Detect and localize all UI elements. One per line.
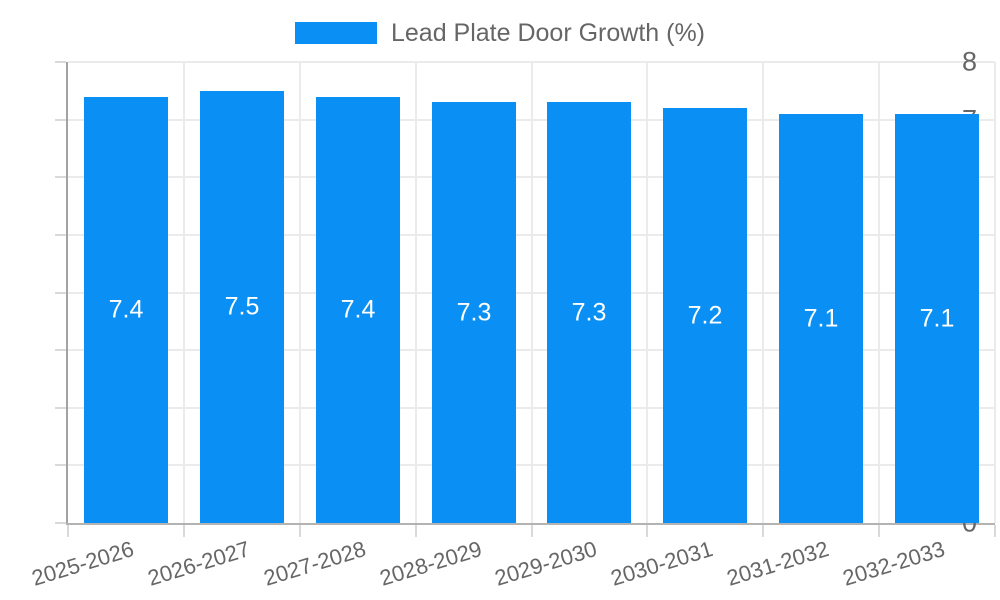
x-tick (414, 525, 417, 537)
y-tick (55, 464, 66, 467)
y-axis-line (66, 62, 68, 523)
x-tick (182, 525, 185, 537)
v-gridline (646, 62, 649, 523)
legend[interactable]: Lead Plate Door Growth (%) (0, 16, 1000, 50)
plot-area: 0123456787.42025-20267.52026-20277.42027… (29, 48, 996, 591)
bar[interactable]: 7.3 (547, 102, 631, 523)
bar-value-label: 7.4 (340, 295, 376, 324)
x-tick (646, 525, 649, 537)
bar-value-label: 7.1 (803, 304, 839, 332)
x-tick (67, 525, 69, 537)
v-gridline (878, 62, 881, 523)
bar-value-label: 7.1 (919, 304, 955, 332)
bar[interactable]: 7.4 (84, 97, 168, 523)
v-gridline (762, 62, 765, 523)
legend-label: Lead Plate Door Growth (%) (390, 18, 706, 47)
y-tick (55, 176, 66, 179)
legend-swatch (294, 22, 377, 44)
bar-value-label: 7.5 (224, 292, 260, 321)
x-axis-line (66, 523, 995, 525)
x-tick (878, 525, 881, 537)
x-tick-label: 2028-2029 (376, 536, 485, 591)
bar[interactable]: 7.5 (200, 91, 284, 523)
x-tick-label: 2032-2033 (839, 536, 948, 591)
bar-value-label: 7.3 (456, 298, 492, 326)
y-tick (55, 61, 66, 63)
x-tick-label: 2030-2031 (608, 536, 717, 591)
x-tick-label: 2029-2030 (492, 536, 601, 591)
y-tick (55, 118, 66, 121)
y-tick (55, 522, 66, 524)
v-gridline (530, 62, 533, 523)
x-tick-label: 2031-2032 (723, 536, 832, 591)
v-gridline (182, 62, 185, 523)
x-tick-label: 2026-2027 (144, 536, 253, 591)
bar[interactable]: 7.3 (432, 102, 516, 523)
bar[interactable]: 7.1 (895, 114, 979, 523)
v-gridline (414, 62, 417, 523)
bar-value-label: 7.3 (571, 298, 607, 326)
x-tick (298, 525, 301, 537)
bar[interactable]: 7.4 (316, 97, 400, 523)
y-tick (55, 406, 66, 409)
x-tick (762, 525, 765, 537)
y-tick-label: 8 (961, 46, 977, 77)
v-gridline (298, 62, 301, 523)
x-tick-label: 2025-2026 (28, 536, 137, 591)
bar[interactable]: 7.1 (779, 114, 863, 523)
x-tick (530, 525, 533, 537)
bar-value-label: 7.4 (108, 295, 144, 324)
y-tick (55, 349, 66, 352)
v-gridline (994, 62, 996, 523)
y-tick (55, 291, 66, 294)
x-tick-label: 2027-2028 (260, 536, 369, 591)
bar-value-label: 7.2 (687, 301, 723, 329)
bar[interactable]: 7.2 (663, 108, 747, 523)
y-tick (55, 233, 66, 236)
x-tick (994, 525, 996, 537)
